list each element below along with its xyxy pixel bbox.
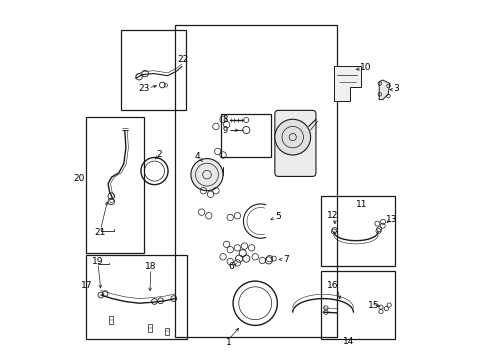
Bar xyxy=(148,324,152,332)
Bar xyxy=(108,316,113,324)
Text: 4: 4 xyxy=(194,152,200,161)
Bar xyxy=(85,117,144,253)
Bar xyxy=(321,271,394,339)
Text: 2: 2 xyxy=(156,150,162,159)
Bar xyxy=(85,255,187,339)
FancyBboxPatch shape xyxy=(274,111,315,176)
Text: 6: 6 xyxy=(227,262,233,271)
Text: 9: 9 xyxy=(222,126,227,135)
Text: 18: 18 xyxy=(145,262,156,271)
Bar xyxy=(164,328,169,336)
Text: 8: 8 xyxy=(222,116,227,125)
Circle shape xyxy=(274,119,310,155)
Bar xyxy=(121,30,185,111)
Polygon shape xyxy=(378,80,389,100)
Text: 13: 13 xyxy=(385,215,397,224)
Text: 15: 15 xyxy=(367,301,379,310)
Bar xyxy=(321,196,394,266)
Text: 21: 21 xyxy=(95,228,106,237)
Text: 3: 3 xyxy=(393,84,398,93)
Text: 10: 10 xyxy=(360,63,371,72)
Text: 5: 5 xyxy=(274,212,280,221)
Text: 16: 16 xyxy=(326,281,337,290)
Polygon shape xyxy=(333,66,360,102)
Text: 12: 12 xyxy=(326,211,337,220)
Bar xyxy=(221,114,271,157)
Bar xyxy=(175,24,337,337)
Text: 14: 14 xyxy=(343,337,354,346)
Text: 20: 20 xyxy=(73,174,84,183)
Text: 22: 22 xyxy=(177,55,188,64)
Circle shape xyxy=(190,158,223,191)
Text: 19: 19 xyxy=(92,257,103,266)
Text: 17: 17 xyxy=(81,281,92,290)
Text: 1: 1 xyxy=(225,338,231,347)
Text: 7: 7 xyxy=(283,255,288,264)
Text: 23: 23 xyxy=(138,84,149,93)
Text: 11: 11 xyxy=(355,200,366,209)
